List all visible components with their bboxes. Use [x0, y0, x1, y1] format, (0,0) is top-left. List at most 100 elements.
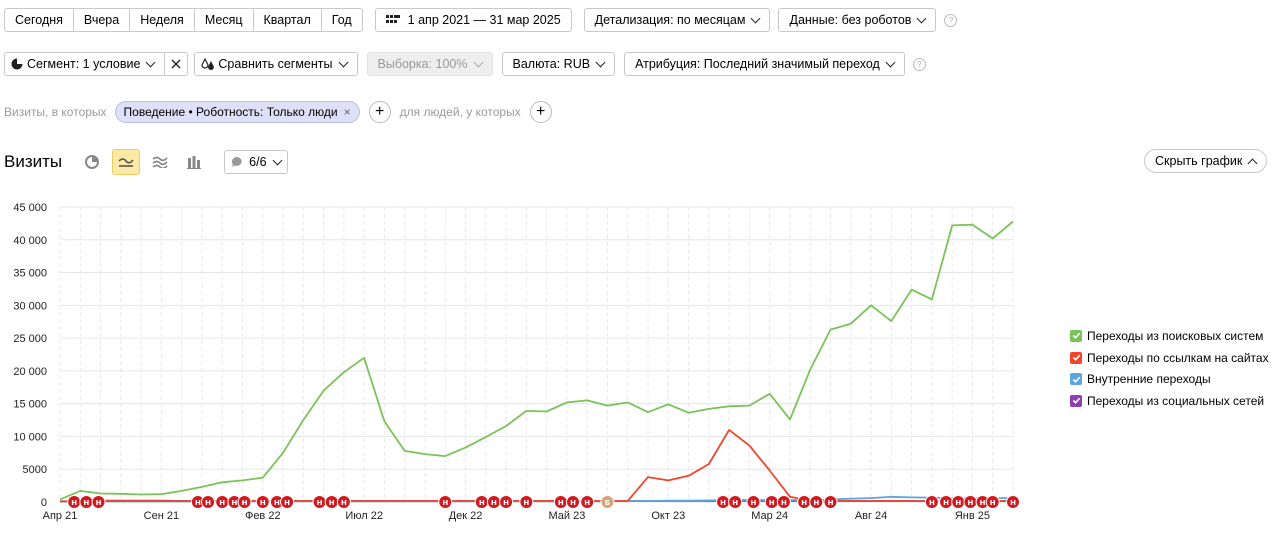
y-tick-label: 0: [41, 497, 47, 509]
chevron-down-icon: [885, 57, 896, 67]
compare-segments-dropdown[interactable]: Сравнить сегменты: [194, 52, 358, 76]
x-tick-label: Дек 22: [449, 510, 483, 522]
compare-label: Сравнить сегменты: [218, 57, 333, 71]
legend-item[interactable]: Внутренние переходы: [1070, 368, 1269, 390]
annotation-marker: [438, 495, 453, 509]
annotation-marker-label: Н: [329, 499, 335, 507]
annotation-marker-label: Н: [491, 499, 497, 507]
x-tick-label: Янв 25: [955, 510, 990, 522]
attribution-dropdown[interactable]: Атрибуция: Последний значимый переход: [624, 52, 905, 76]
annotation-marker-label: Н: [1010, 499, 1016, 507]
annotation-marker-label: Н: [955, 499, 961, 507]
sample-label: Выборка: 100%: [377, 57, 468, 71]
annotations-dropdown[interactable]: 6/6: [224, 150, 288, 174]
annotation-marker: [776, 495, 791, 509]
y-tick-label: 45 000: [13, 202, 47, 214]
period-year-button[interactable]: Год: [320, 8, 363, 32]
legend-item[interactable]: Переходы по ссылкам на сайтах: [1070, 347, 1269, 369]
checkbox-checked-icon[interactable]: [1070, 329, 1082, 342]
remove-filter-icon[interactable]: ×: [343, 105, 351, 119]
date-range-button[interactable]: 1 апр 2021 — 31 мар 2025: [374, 8, 572, 32]
chart-header: Визиты 6/6: [4, 149, 288, 175]
annotation-marker-label: Н: [205, 499, 211, 507]
area-view-icon[interactable]: [146, 149, 174, 175]
data-filter-label: Данные: без роботов: [789, 13, 912, 27]
data-filter-dropdown[interactable]: Данные: без роботов: [778, 8, 937, 32]
annotation-marker-label: Н: [260, 499, 266, 507]
chevron-down-icon: [272, 155, 282, 165]
annotation-marker: [823, 495, 838, 509]
annotation-marker: [255, 495, 270, 509]
pie-chart-icon: [11, 58, 23, 70]
add-people-condition-button[interactable]: +: [529, 101, 552, 123]
period-week-button[interactable]: Неделя: [129, 8, 195, 32]
period-month-button[interactable]: Месяц: [193, 8, 254, 32]
checkbox-checked-icon[interactable]: [1070, 373, 1082, 386]
annotation-marker-label: Н: [828, 499, 834, 507]
y-tick-label: 15 000: [13, 399, 47, 411]
visits-line-chart: 0 5000 10 000 15 000 20 000 25 000 30 000 35 00…: [13, 202, 1020, 522]
annotation-marker: [580, 495, 595, 509]
annotations-count: 6/6: [249, 155, 267, 169]
period-today-button[interactable]: Сегодня: [4, 8, 74, 32]
legend-item-label: Переходы из социальных сетей: [1087, 393, 1265, 408]
annotation-marker-label: Н: [929, 499, 935, 507]
y-tick-label: 40 000: [13, 235, 47, 247]
line-view-icon[interactable]: [112, 149, 141, 175]
annotation-marker-label: Н: [558, 499, 564, 507]
annotation-marker-label: Н: [442, 499, 448, 507]
sample-dropdown: Выборка: 100%: [366, 52, 493, 76]
hide-chart-button[interactable]: Скрыть график: [1144, 149, 1268, 173]
annotation-marker: [237, 495, 252, 509]
checkbox-checked-icon[interactable]: [1070, 351, 1082, 364]
annotation-marker: [728, 495, 743, 509]
annotation-marker: [1006, 495, 1020, 509]
y-tick-label: 30 000: [13, 300, 47, 312]
toolbar-row-2: Сегмент: 1 условие Сравнить сегменты Выб…: [4, 52, 926, 76]
filter-middle: для людей, у которых: [399, 105, 521, 119]
segment-dropdown[interactable]: Сегмент: 1 условие: [4, 52, 166, 76]
chevron-down-icon: [751, 13, 761, 23]
filter-tag-label: Поведение • Роботность: Только люди: [123, 105, 338, 119]
legend-item[interactable]: Переходы из поисковых систем: [1070, 325, 1269, 347]
y-tick-label: 20 000: [13, 366, 47, 378]
chart-legend: Переходы из поисковых систем Переходы по …: [1070, 325, 1269, 412]
series-line-links: [59, 428, 1013, 503]
annotation-marker-label: Н: [195, 499, 201, 507]
annotation-marker-label: Н: [479, 499, 485, 507]
annotation-marker: [985, 495, 1000, 509]
chevron-down-icon: [473, 57, 483, 67]
y-tick-label: 25 000: [13, 333, 47, 345]
x-tick-label: Окт 23: [651, 510, 685, 522]
period-selector: Сегодня Вчера Неделя Месяц Квартал Год: [4, 8, 363, 32]
toolbar-row-1: Сегодня Вчера Неделя Месяц Квартал Год 1…: [4, 8, 958, 32]
detail-label: Детализация: по месяцам: [594, 13, 746, 27]
help-icon[interactable]: ?: [944, 13, 958, 27]
annotation-marker-label: Н: [732, 499, 738, 507]
clear-segment-button[interactable]: [164, 52, 189, 76]
filter-row: Визиты, в которых Поведение • Роботность…: [4, 101, 552, 123]
annotation-marker: [201, 495, 216, 509]
checkbox-checked-icon[interactable]: [1070, 394, 1082, 407]
attribution-label: Атрибуция: Последний значимый переход: [635, 57, 880, 71]
currency-dropdown[interactable]: Валюта: RUB: [501, 52, 616, 76]
pie-view-icon[interactable]: [78, 149, 106, 175]
y-tick-label: 35 000: [13, 268, 47, 280]
annotation-marker-label: Н: [980, 499, 986, 507]
legend-item-label: Переходы из поисковых систем: [1087, 328, 1264, 343]
legend-item[interactable]: Переходы из социальных сетей: [1070, 390, 1269, 412]
annotation-marker-label: Н: [242, 499, 248, 507]
annotation-marker: [565, 495, 580, 509]
bar-view-icon[interactable]: [180, 149, 208, 175]
filter-tag[interactable]: Поведение • Роботность: Только люди ×: [114, 101, 360, 123]
annotation-marker-label: Н: [231, 499, 237, 507]
chart-title: Визиты: [4, 152, 63, 171]
add-condition-button[interactable]: +: [368, 101, 391, 123]
annotation-marker-label: Н: [523, 499, 529, 507]
segment-group: Сегмент: 1 условие: [4, 52, 189, 76]
detail-dropdown[interactable]: Детализация: по месяцам: [583, 8, 771, 32]
chevron-down-icon: [916, 13, 927, 23]
help-icon[interactable]: ?: [912, 57, 926, 71]
period-yesterday-button[interactable]: Вчера: [72, 8, 131, 32]
period-quarter-button[interactable]: Квартал: [252, 8, 322, 32]
